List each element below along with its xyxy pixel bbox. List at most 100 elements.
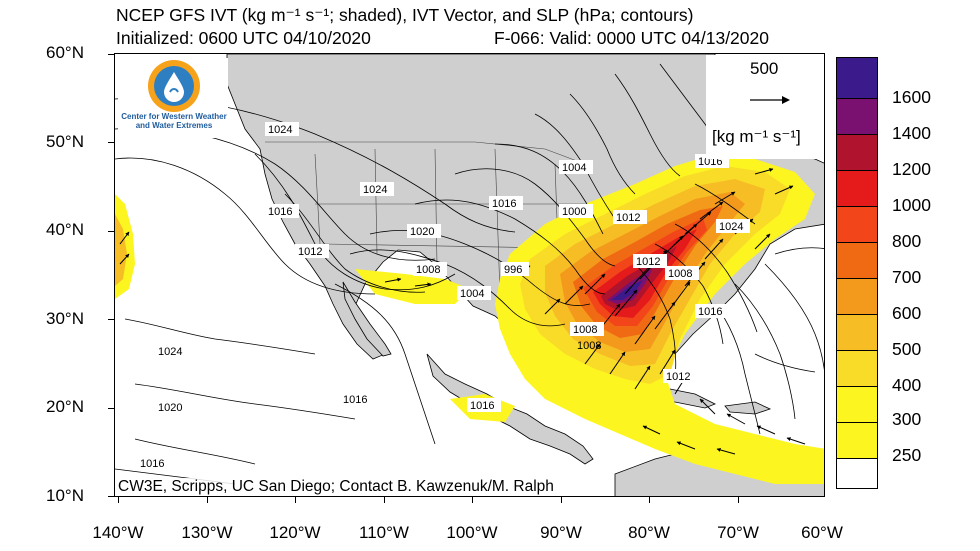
lon-tick: [295, 497, 296, 503]
map-canvas: 1024 1024 1016 1012 1020 1008 1004 996 1…: [115, 54, 824, 496]
isobar-label: 1016: [137, 456, 171, 470]
colorbar-segment-500: [837, 314, 877, 350]
svg-text:1016: 1016: [140, 458, 164, 470]
reference-vector-unit: [kg m⁻¹ s⁻¹]: [712, 127, 801, 146]
lat-label-20n: 20°N: [46, 397, 84, 416]
svg-text:1020: 1020: [158, 402, 182, 414]
lat-label-40n: 40°N: [46, 220, 84, 239]
isobar-label: 1000: [559, 204, 593, 218]
svg-text:1016: 1016: [698, 156, 722, 168]
svg-text:1012: 1012: [666, 371, 690, 383]
isobar-label: 1016: [467, 398, 501, 412]
colorbar-segment-1400: [837, 98, 877, 134]
lon-tick: [472, 497, 473, 503]
lon-tick: [649, 497, 650, 503]
lat-label-30n: 30°N: [46, 309, 84, 328]
cw3e-logo-icon: [148, 60, 200, 112]
svg-text:1004: 1004: [562, 162, 586, 174]
svg-text:1016: 1016: [343, 394, 367, 406]
logo-text-line2: and Water Extremes: [135, 121, 213, 130]
lat-tick: [108, 142, 114, 143]
svg-text:1004: 1004: [460, 288, 484, 300]
lon-label-110w: 110°W: [359, 523, 409, 542]
map-panel: 1024 1024 1016 1012 1020 1008 1004 996 1…: [114, 53, 825, 497]
colorbar-label-300: 300: [892, 409, 922, 429]
credit-text: CW3E, Scripps, UC San Diego; Contact B. …: [118, 478, 554, 496]
isobar-label: 1024: [265, 122, 299, 136]
colorbar-segment-300: [837, 386, 877, 422]
svg-text:1024: 1024: [158, 346, 182, 358]
colorbar-segment-250: [837, 422, 877, 458]
isobar-label: 1024: [360, 182, 394, 196]
logo-text: Center for Western Weather and Water Ext…: [118, 112, 230, 130]
colorbar-label-250: 250: [892, 445, 922, 465]
lat-label-50n: 50°N: [46, 132, 84, 151]
lat-tick: [108, 54, 114, 55]
isobar-label: 996: [501, 262, 529, 276]
lon-label-60w: 60°W: [801, 523, 843, 542]
lon-label-130w: 130°W: [181, 523, 233, 542]
map-title: NCEP GFS IVT (kg m⁻¹ s⁻¹; shaded), IVT V…: [116, 5, 694, 25]
hispaniola-land: [724, 401, 772, 415]
svg-text:996: 996: [504, 264, 522, 276]
reference-vector-box: 500 [kg m⁻¹ s⁻¹]: [706, 55, 824, 159]
svg-text:1024: 1024: [363, 184, 387, 196]
isobar-label-text: 1024: [268, 124, 292, 136]
svg-text:1024: 1024: [719, 221, 743, 233]
lat-tick: [108, 319, 114, 320]
lat-tick: [108, 408, 114, 409]
lat-tick: [108, 231, 114, 232]
isobar-label: 1012: [633, 254, 667, 268]
lon-tick: [738, 497, 739, 503]
lon-label-70w: 70°W: [717, 523, 759, 542]
cw3e-logo: Center for Western Weather and Water Ext…: [118, 58, 228, 138]
colorbar-segment-400: [837, 350, 877, 386]
svg-text:1008: 1008: [416, 264, 440, 276]
isobar-label: 1024: [155, 344, 189, 358]
colorbar-segment-1000: [837, 170, 877, 206]
lat-label-10n: 10°N: [46, 486, 84, 505]
svg-text:1016: 1016: [268, 206, 292, 218]
svg-text:1012: 1012: [636, 256, 660, 268]
isobar-label: 1016: [489, 196, 523, 210]
lon-tick: [384, 497, 385, 503]
lon-label-140w: 140°W: [92, 523, 144, 542]
lon-label-80w: 80°W: [628, 523, 670, 542]
colorbar-label-400: 400: [892, 375, 922, 395]
valid-time: F-066: Valid: 0000 UTC 04/13/2020: [494, 28, 769, 48]
isobar-label: 1024: [716, 219, 750, 233]
isobar-label: 1020: [407, 224, 441, 238]
lon-label-120w: 120°W: [269, 523, 321, 542]
colorbar-label-700: 700: [892, 267, 922, 287]
reference-arrow-icon: [750, 96, 790, 104]
colorbar-label-1000: 1000: [892, 195, 931, 215]
lon-tick: [207, 497, 208, 503]
svg-text:1012: 1012: [298, 246, 322, 258]
lat-label-60n: 60°N: [46, 43, 84, 62]
isobar-label: 1008: [577, 340, 601, 352]
isobar-label: 1004: [457, 286, 491, 300]
isobar-label: 1016: [265, 204, 299, 218]
initialized-time: Initialized: 0600 UTC 04/10/2020: [116, 28, 371, 48]
lon-tick: [561, 497, 562, 503]
svg-text:1020: 1020: [410, 226, 434, 238]
colorbar-label-1200: 1200: [892, 159, 931, 179]
colorbar-label-500: 500: [892, 339, 922, 359]
colorbar-label-1400: 1400: [892, 123, 931, 143]
isobar-label: 1008: [570, 322, 604, 336]
isobar-label: 1016: [695, 304, 729, 318]
isobar-label: 1020: [155, 400, 189, 414]
isobar-label: 1008: [413, 262, 447, 276]
isobar-label: 1012: [663, 369, 697, 383]
isobar-label: 1008: [665, 266, 699, 280]
svg-text:1012: 1012: [616, 212, 640, 224]
colorbar-label-1600: 1600: [892, 87, 931, 107]
colorbar-label-800: 800: [892, 231, 922, 251]
lon-tick: [118, 497, 119, 503]
svg-text:1016: 1016: [698, 306, 722, 318]
baja-land: [342, 281, 392, 357]
svg-text:1008: 1008: [573, 324, 597, 336]
reference-vector-value: 500: [750, 59, 779, 78]
lon-label-100w: 100°W: [446, 523, 498, 542]
colorbar: [836, 57, 878, 489]
